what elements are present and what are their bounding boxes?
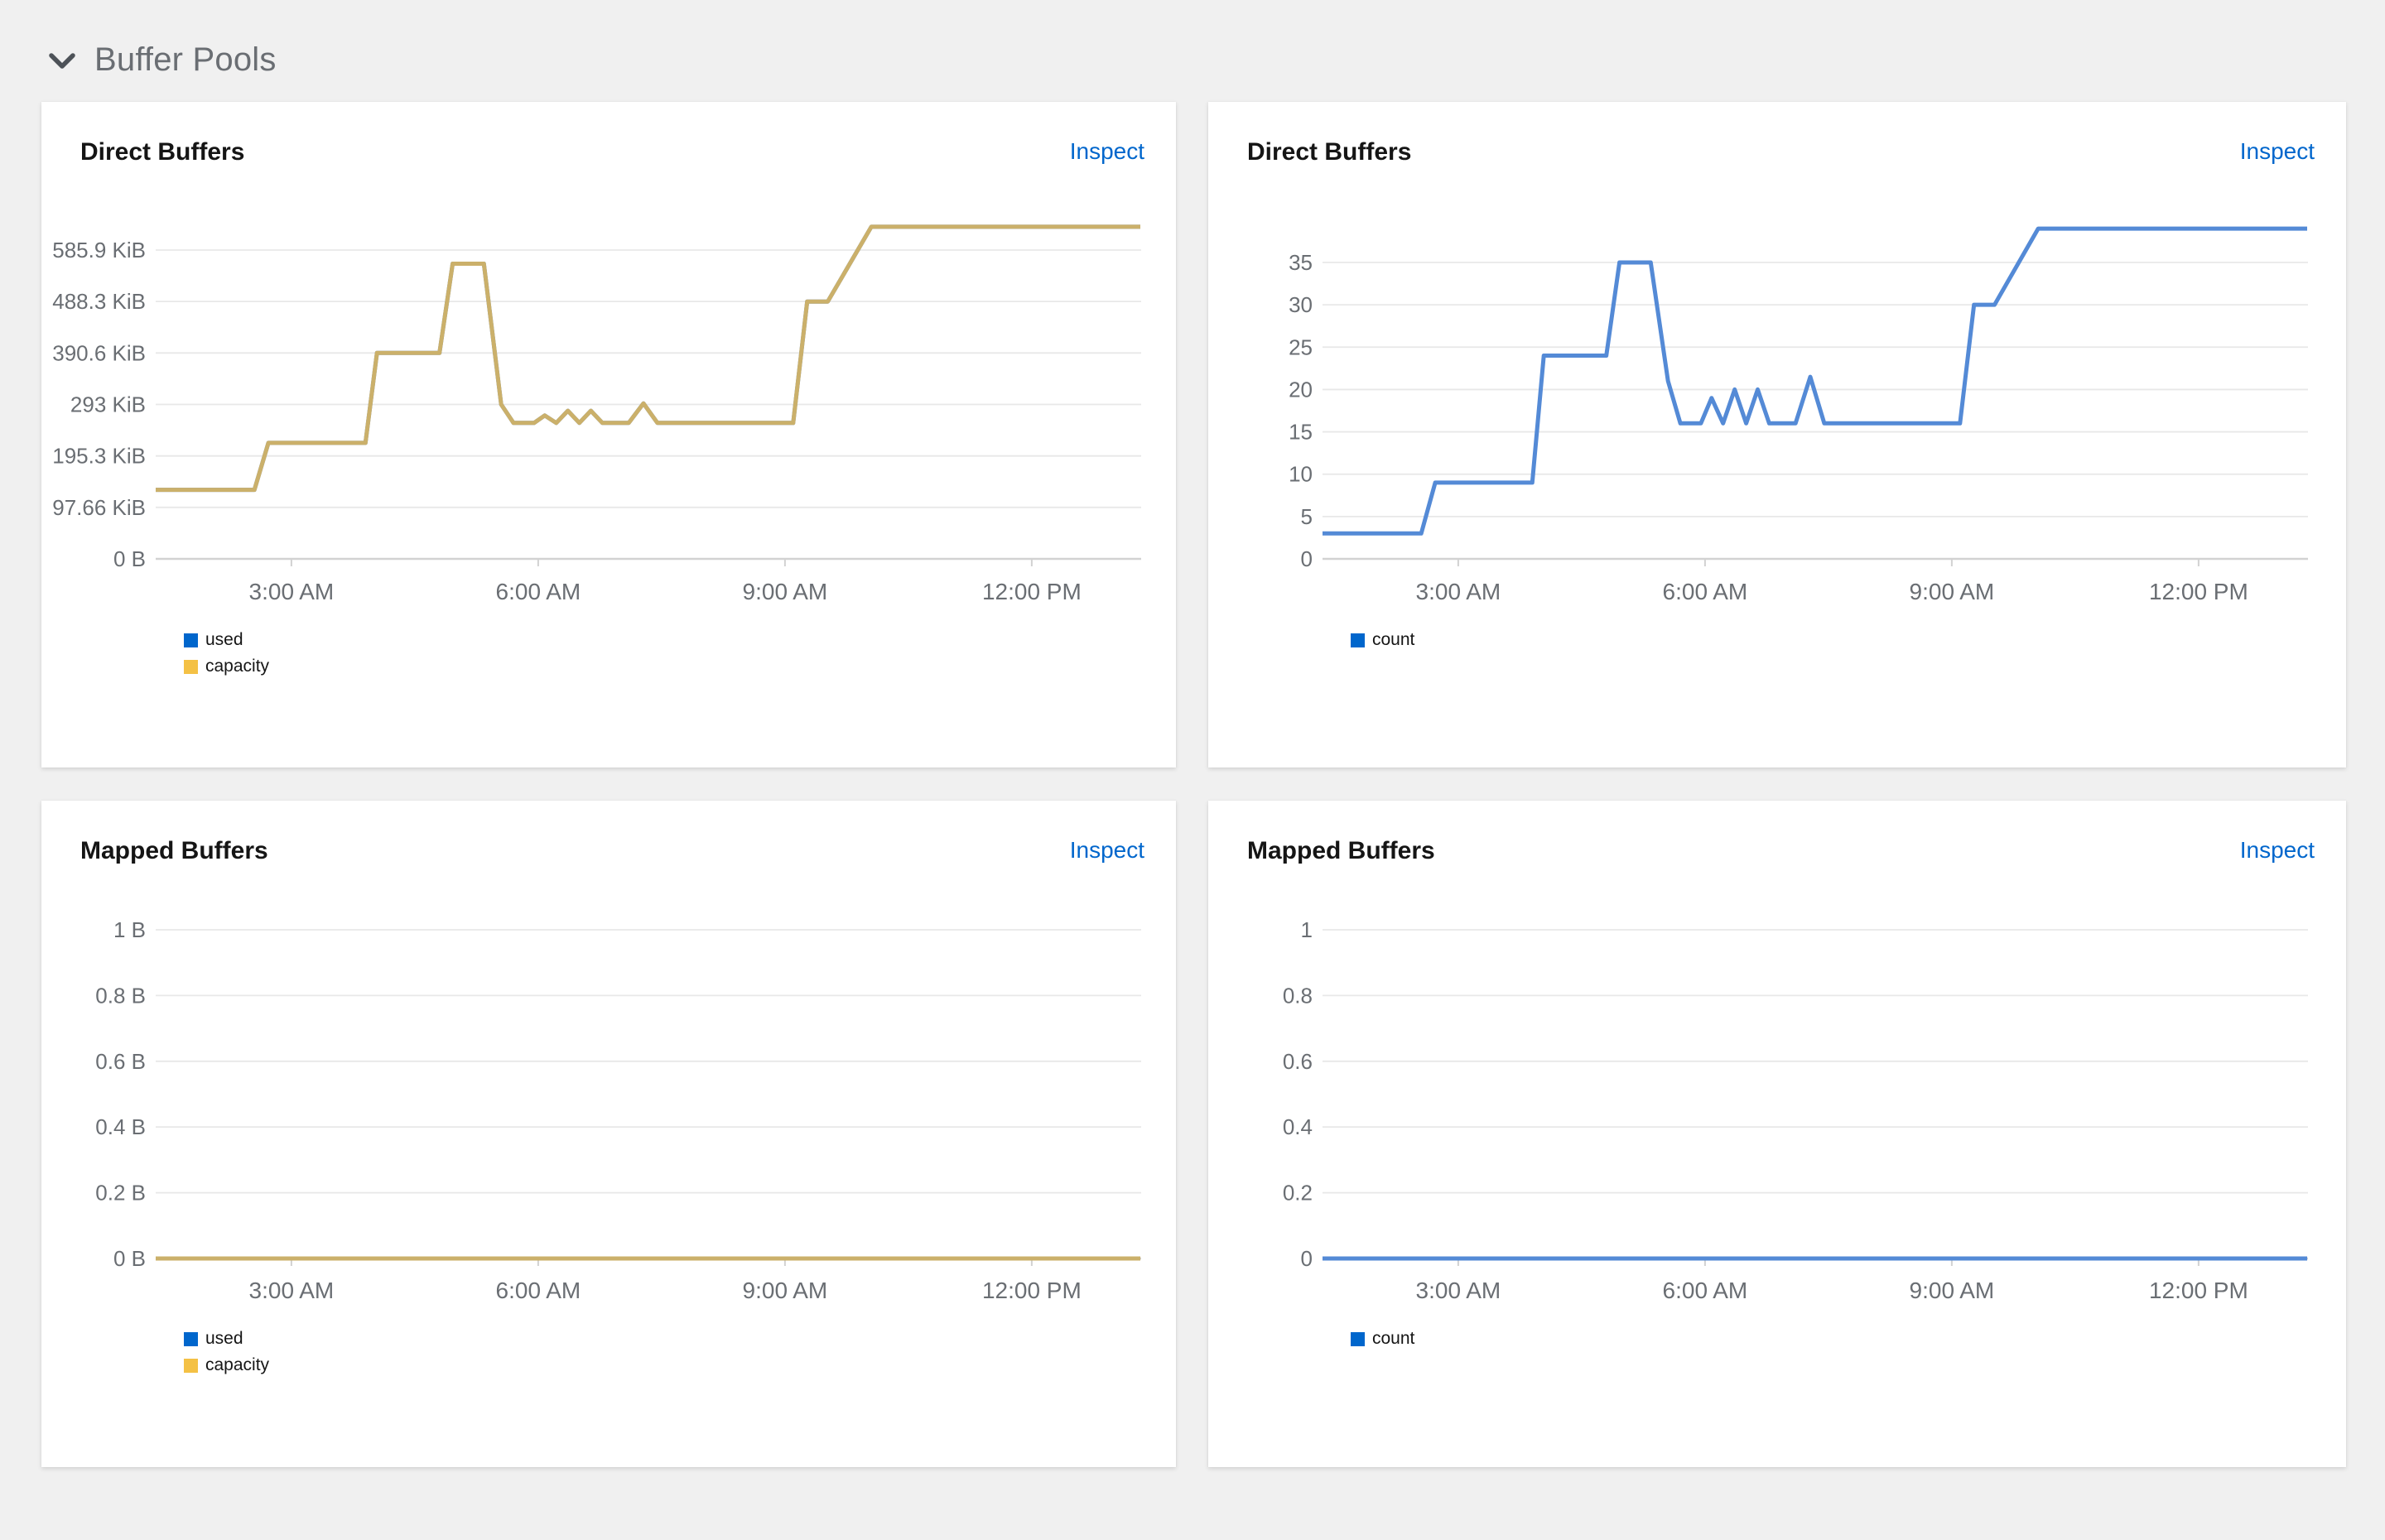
direct-buffers-usage-chart: 585.9 KiB 488.3 KiB 390.6 KiB 293 KiB 195.3 … bbox=[52, 224, 1141, 604]
svg-text:3:00 AM: 3:00 AM bbox=[249, 579, 335, 604]
legend-item-used: used bbox=[184, 630, 269, 650]
mapped-buffers-count-chart: 1 0.8 0.6 0.4 0.2 0 3:00 AM 6:00 AM 9:00 AM 12:00… bbox=[1283, 917, 2308, 1303]
svg-text:1: 1 bbox=[1301, 917, 1313, 942]
svg-text:0.4 B: 0.4 B bbox=[95, 1114, 146, 1139]
legend-label: count bbox=[1372, 630, 1415, 649]
legend-swatch-capacity bbox=[184, 659, 198, 674]
legend-item-used: used bbox=[184, 1329, 269, 1349]
svg-text:6:00 AM: 6:00 AM bbox=[496, 579, 581, 604]
svg-text:25: 25 bbox=[1289, 334, 1313, 359]
inspect-link[interactable]: Inspect bbox=[1069, 138, 1144, 164]
svg-text:0.2: 0.2 bbox=[1283, 1181, 1313, 1206]
legend-item-capacity: capacity bbox=[184, 1355, 269, 1375]
legend-label: count bbox=[1372, 1329, 1415, 1348]
cards-grid: Direct Buffers Inspect 585.9 KiB 488.3 Ki… bbox=[41, 102, 2385, 1467]
card-title: Direct Buffers bbox=[1247, 138, 1412, 166]
chart-legend: used capacity bbox=[184, 630, 269, 676]
svg-text:0.8: 0.8 bbox=[1283, 983, 1313, 1008]
legend-label: capacity bbox=[205, 657, 270, 676]
card-mapped-buffers-count: Mapped Buffers Inspect 1 0.8 0.6 0.4 0.2 0 3:0… bbox=[1208, 801, 2346, 1467]
svg-text:9:00 AM: 9:00 AM bbox=[743, 1278, 828, 1303]
svg-text:293 KiB: 293 KiB bbox=[70, 392, 146, 416]
inspect-link[interactable]: Inspect bbox=[2239, 837, 2315, 863]
legend-swatch-capacity bbox=[184, 1358, 198, 1373]
svg-text:12:00 PM: 12:00 PM bbox=[982, 1278, 1082, 1303]
legend-swatch-count bbox=[1351, 633, 1365, 647]
inspect-link[interactable]: Inspect bbox=[1069, 837, 1144, 863]
svg-text:12:00 PM: 12:00 PM bbox=[2149, 1278, 2248, 1303]
svg-text:5: 5 bbox=[1301, 504, 1313, 529]
card-title: Mapped Buffers bbox=[80, 837, 268, 864]
svg-text:20: 20 bbox=[1289, 377, 1313, 402]
legend-label: capacity bbox=[205, 1355, 270, 1374]
svg-text:0 B: 0 B bbox=[113, 1246, 146, 1271]
svg-text:0: 0 bbox=[1301, 1246, 1313, 1271]
svg-text:0.4: 0.4 bbox=[1283, 1114, 1313, 1139]
svg-text:15: 15 bbox=[1289, 420, 1313, 445]
svg-text:9:00 AM: 9:00 AM bbox=[1910, 579, 1995, 604]
svg-text:1 B: 1 B bbox=[113, 917, 146, 942]
buffer-pools-page: Buffer Pools Direct Buffers Inspect 585.… bbox=[0, 0, 2385, 1467]
svg-text:0: 0 bbox=[1301, 546, 1313, 571]
svg-text:97.66 KiB: 97.66 KiB bbox=[52, 495, 146, 520]
inspect-link[interactable]: Inspect bbox=[2239, 138, 2315, 164]
svg-text:390.6 KiB: 390.6 KiB bbox=[52, 340, 146, 365]
svg-text:35: 35 bbox=[1289, 250, 1313, 275]
chevron-down-icon bbox=[48, 52, 76, 70]
chart-legend: used capacity bbox=[184, 1329, 269, 1375]
chart-legend: count bbox=[1351, 1329, 1414, 1349]
svg-text:195.3 KiB: 195.3 KiB bbox=[52, 444, 146, 469]
legend-swatch-used bbox=[184, 1331, 198, 1346]
card-title: Direct Buffers bbox=[80, 138, 245, 166]
legend-label: used bbox=[205, 1329, 243, 1348]
legend-swatch-used bbox=[184, 633, 198, 647]
svg-text:6:00 AM: 6:00 AM bbox=[496, 1278, 581, 1303]
svg-text:12:00 PM: 12:00 PM bbox=[982, 579, 1082, 604]
section-toggle-buffer-pools[interactable]: Buffer Pools bbox=[0, 0, 2385, 83]
direct-buffers-count-chart: 35 30 25 20 15 10 5 0 3:00 AM 6:00 AM 9:00 AM 12:00… bbox=[1289, 226, 2308, 604]
mapped-buffers-usage-chart: 1 B 0.8 B 0.6 B 0.4 B 0.2 B 0 B 3:00 AM 6:00 AM… bbox=[95, 917, 1141, 1303]
svg-text:488.3 KiB: 488.3 KiB bbox=[52, 289, 146, 314]
legend-swatch-count bbox=[1351, 1331, 1365, 1346]
svg-text:0.6 B: 0.6 B bbox=[95, 1049, 146, 1074]
svg-text:0 B: 0 B bbox=[113, 546, 146, 571]
svg-text:3:00 AM: 3:00 AM bbox=[1416, 579, 1501, 604]
svg-text:10: 10 bbox=[1289, 462, 1313, 487]
legend-item-capacity: capacity bbox=[184, 657, 269, 676]
section-title: Buffer Pools bbox=[94, 41, 277, 78]
card-mapped-buffers-memory: Mapped Buffers Inspect 1 B 0.8 B 0.6 B 0.4 … bbox=[41, 801, 1176, 1467]
legend-item-count: count bbox=[1351, 630, 1414, 650]
svg-text:30: 30 bbox=[1289, 292, 1313, 317]
svg-text:585.9 KiB: 585.9 KiB bbox=[52, 238, 146, 262]
svg-text:3:00 AM: 3:00 AM bbox=[249, 1278, 335, 1303]
svg-text:0.2 B: 0.2 B bbox=[95, 1181, 146, 1206]
legend-item-count: count bbox=[1351, 1329, 1414, 1349]
card-direct-buffers-memory: Direct Buffers Inspect 585.9 KiB 488.3 Ki… bbox=[41, 102, 1176, 768]
chart-legend: count bbox=[1351, 630, 1414, 650]
svg-text:3:00 AM: 3:00 AM bbox=[1416, 1278, 1501, 1303]
svg-text:0.6: 0.6 bbox=[1283, 1049, 1313, 1074]
svg-text:6:00 AM: 6:00 AM bbox=[1663, 579, 1748, 604]
card-title: Mapped Buffers bbox=[1247, 837, 1435, 864]
svg-text:0.8 B: 0.8 B bbox=[95, 983, 146, 1008]
svg-text:9:00 AM: 9:00 AM bbox=[1910, 1278, 1995, 1303]
card-direct-buffers-count: Direct Buffers Inspect 35 30 25 20 15 10 5 0 3:0… bbox=[1208, 102, 2346, 768]
svg-text:9:00 AM: 9:00 AM bbox=[743, 579, 828, 604]
svg-text:6:00 AM: 6:00 AM bbox=[1663, 1278, 1748, 1303]
svg-text:12:00 PM: 12:00 PM bbox=[2149, 579, 2248, 604]
legend-label: used bbox=[205, 630, 243, 649]
